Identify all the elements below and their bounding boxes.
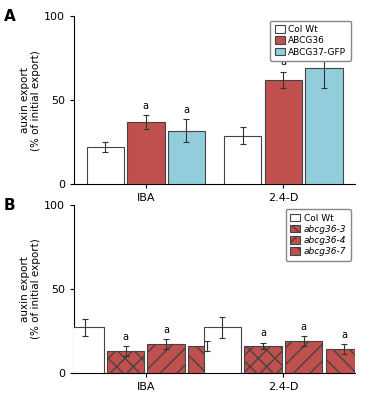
Text: a: a	[341, 330, 347, 340]
Text: a: a	[204, 327, 210, 337]
Text: a: a	[301, 322, 307, 332]
Text: a: a	[184, 105, 189, 115]
Text: a: a	[260, 328, 266, 338]
Text: A: A	[4, 9, 16, 24]
Y-axis label: auxin export
(% of initial export): auxin export (% of initial export)	[20, 238, 41, 339]
Bar	[148, 344, 185, 373]
Bar	[285, 341, 322, 373]
Text: B: B	[4, 198, 15, 213]
Text: a: a	[280, 57, 286, 67]
Bar	[244, 346, 282, 373]
Y-axis label: auxin export
(% of initial export): auxin export (% of initial export)	[20, 50, 41, 151]
Text: a: a	[122, 332, 128, 342]
Bar	[168, 131, 205, 184]
Bar	[204, 328, 241, 373]
Bar	[326, 349, 363, 373]
Bar	[107, 351, 144, 373]
Bar	[224, 136, 261, 184]
Text: a: a	[163, 325, 169, 335]
Bar	[188, 346, 225, 373]
Bar	[127, 122, 165, 184]
Text: a: a	[143, 101, 149, 111]
Legend: Col Wt, ABCG36, ABCG37-GFP: Col Wt, ABCG36, ABCG37-GFP	[270, 20, 351, 61]
Legend: Col Wt, abcg36-3, abcg36-4, abcg36-7: Col Wt, abcg36-3, abcg36-4, abcg36-7	[286, 209, 351, 261]
Bar	[66, 328, 104, 373]
Text: a: a	[321, 34, 327, 44]
Bar	[265, 80, 302, 184]
Bar	[87, 148, 124, 184]
Bar	[305, 68, 343, 184]
